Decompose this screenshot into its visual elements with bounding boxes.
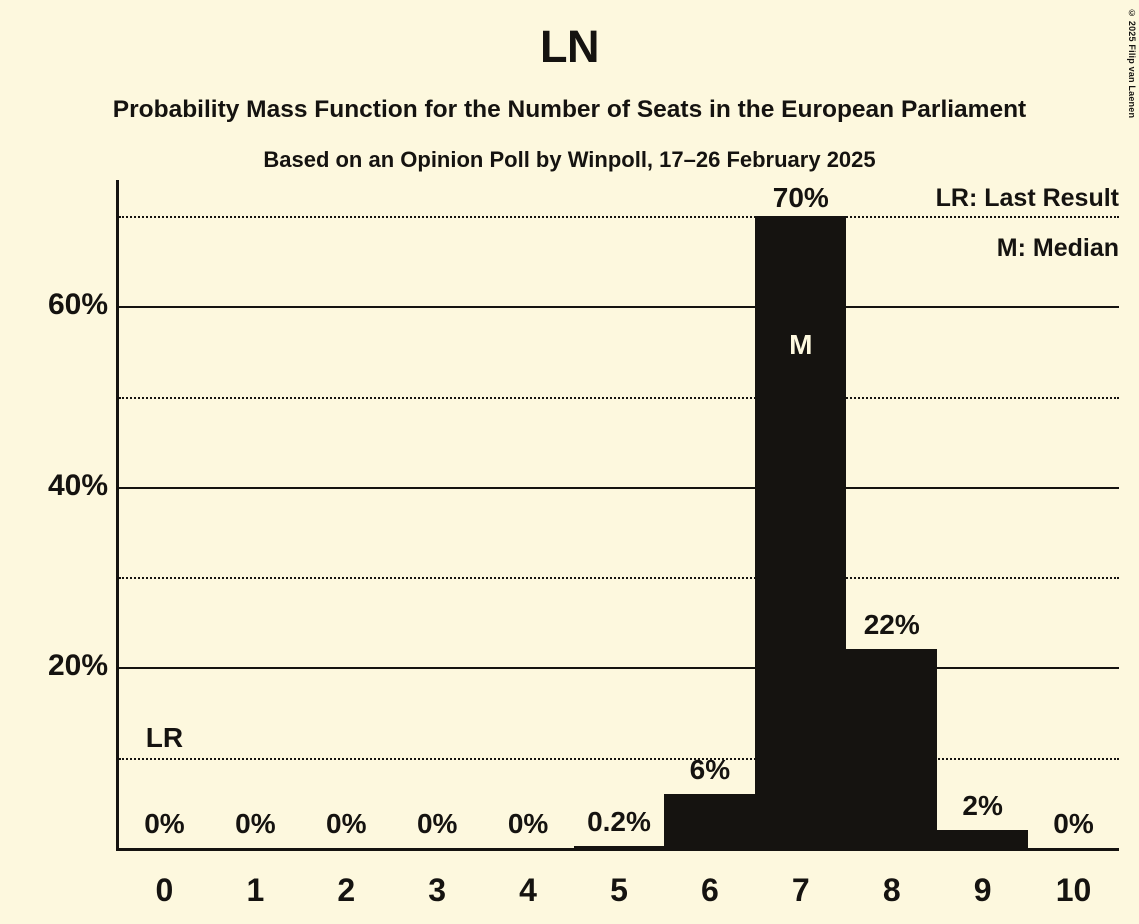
- gridline-dotted: [119, 216, 1119, 219]
- y-axis-tick-labels: 20% 40% 60%: [0, 180, 108, 848]
- legend-item-median: M: Median: [996, 234, 1119, 262]
- x-axis-tick-label: 5: [610, 872, 628, 908]
- bar-value-label: 0%: [235, 808, 276, 839]
- chart-source-note: Based on an Opinion Poll by Winpoll, 17–…: [263, 146, 876, 172]
- bar: [664, 793, 756, 848]
- x-axis-tick-label: 3: [428, 872, 447, 908]
- x-axis-tick-label: 4: [519, 872, 537, 908]
- bar-value-label: 0.2%: [587, 806, 651, 838]
- x-axis-tick-label: 8: [882, 872, 901, 908]
- y-axis-line: [116, 180, 119, 851]
- bar-value-label: 6%: [689, 753, 731, 785]
- bar-value-label: 0%: [507, 808, 549, 839]
- x-axis-tick-label: 9: [973, 872, 992, 908]
- x-axis-tick-label: 0: [155, 872, 174, 908]
- copyright-notice: © 2025 Filip van Laenen: [1127, 8, 1137, 119]
- x-axis-tick-labels: 0 1 2 3 4 5 6 7 8 9 10: [119, 874, 1119, 914]
- gridline-dotted: [119, 577, 1119, 580]
- bar: [937, 829, 1029, 848]
- bar-value-label: 2%: [962, 789, 1003, 821]
- page-title: LN: [540, 21, 600, 72]
- bar-value-label: 0%: [416, 808, 458, 839]
- bar: [573, 846, 665, 848]
- bar-value-label: 0%: [326, 808, 367, 839]
- bar-value-label: 70%: [772, 182, 829, 213]
- y-axis-tick-label: 60%: [47, 288, 108, 322]
- x-axis-tick-label: 7: [791, 872, 810, 908]
- marker-lr: LR: [145, 721, 184, 753]
- gridline-dotted: [119, 396, 1119, 399]
- x-axis-tick-label: 1: [246, 872, 265, 908]
- gridline-solid: [119, 306, 1119, 309]
- y-axis-tick-label: 40%: [47, 468, 108, 502]
- plot-area: 0% 0% 0% 0% 0% 0.2% 6% 70% 22% 2% 0% LR M: [116, 180, 1119, 851]
- x-axis-tick-label: 10: [1055, 872, 1092, 908]
- y-axis-tick-label: 20%: [47, 649, 108, 683]
- bar-value-label: 0%: [144, 808, 185, 839]
- bar-value-label: 0%: [1053, 808, 1094, 839]
- bar-value-label: 22%: [863, 609, 920, 641]
- chart-legend: LR: Last Result M: Median: [936, 186, 1119, 261]
- legend-item-last-result: LR: Last Result: [935, 184, 1119, 212]
- chart-subtitle: Probability Mass Function for the Number…: [112, 96, 1027, 123]
- x-axis-line: [116, 848, 1119, 851]
- bar: [755, 216, 847, 848]
- x-axis-tick-label: 2: [337, 872, 356, 908]
- marker-m: M: [789, 329, 813, 361]
- x-axis-tick-label: 6: [701, 872, 719, 908]
- gridline-dotted: [119, 757, 1119, 760]
- gridline-solid: [119, 486, 1119, 489]
- bar: [846, 649, 938, 848]
- chart-title-block: LN Probability Mass Function for the Num…: [0, 0, 1139, 171]
- gridline-solid: [119, 667, 1119, 670]
